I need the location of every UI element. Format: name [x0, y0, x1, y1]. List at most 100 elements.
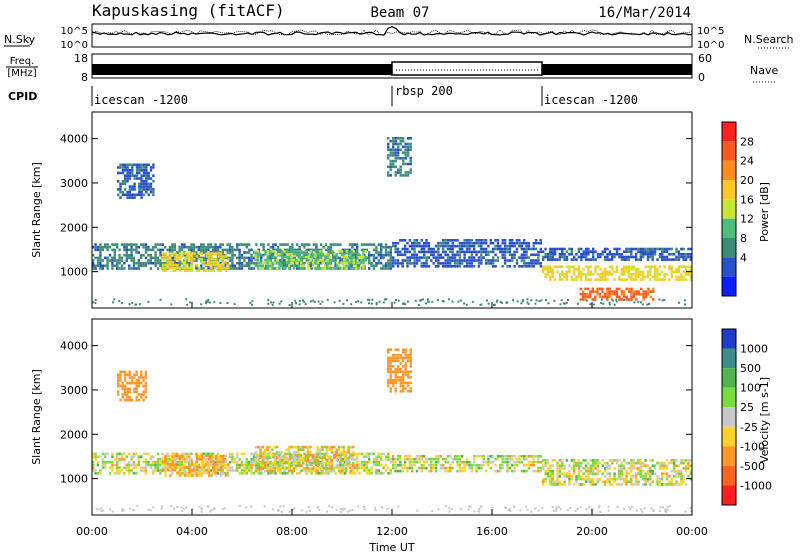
velocity-cell	[475, 455, 478, 458]
power-cell	[584, 258, 588, 261]
power-region-5	[392, 239, 542, 268]
power-cell	[465, 239, 469, 242]
power-cell	[444, 250, 447, 254]
power-cell	[186, 266, 189, 270]
power-cell	[594, 265, 597, 268]
velocity-cell	[309, 451, 312, 454]
power-cell	[353, 248, 356, 252]
power-cell	[556, 258, 559, 261]
velocity-cell	[318, 448, 322, 452]
power-cell	[171, 245, 174, 249]
velocity-cell	[295, 453, 298, 457]
velocity-cell	[682, 467, 685, 470]
velocity-cell	[542, 467, 545, 470]
power-cell	[623, 278, 626, 281]
power-cell	[389, 168, 392, 171]
power-cell	[331, 258, 334, 262]
power-cell	[496, 244, 500, 248]
power-cell	[682, 247, 685, 251]
power-cell	[128, 256, 131, 260]
velocity-cell	[344, 472, 347, 475]
power-cell	[627, 267, 631, 271]
velocity-cell	[541, 506, 544, 509]
power-cell	[314, 255, 317, 259]
power-cell	[248, 267, 251, 270]
velocity-cell	[553, 459, 557, 462]
velocity-cell	[195, 452, 198, 456]
velocity-cell	[278, 456, 281, 460]
velocity-cell	[501, 466, 504, 470]
power-cell	[132, 259, 136, 262]
velocity-cell	[463, 460, 466, 464]
power-cell	[468, 256, 471, 259]
velocity-cell	[178, 471, 182, 474]
velocity-cell	[137, 455, 140, 458]
velocity-cell	[470, 469, 473, 473]
velocity-cell	[255, 452, 258, 456]
power-cell	[689, 255, 692, 259]
velocity-cell	[176, 471, 179, 474]
power-cell	[558, 273, 562, 276]
power-cell	[387, 171, 390, 174]
velocity-cell	[394, 367, 397, 371]
velocity-cell	[374, 506, 376, 509]
velocity-cell	[689, 459, 692, 462]
power-cell	[186, 303, 189, 306]
power-bar-swatch	[722, 199, 736, 219]
velocity-cell	[299, 445, 303, 449]
velocity-cell	[245, 463, 248, 467]
power-cell	[248, 251, 251, 254]
velocity-cell	[204, 460, 208, 464]
velocity-cell	[575, 477, 578, 481]
velocity-cell	[444, 469, 447, 473]
power-cell	[149, 177, 153, 180]
power-cell	[501, 247, 504, 251]
power-cell	[423, 256, 426, 259]
power-cell	[314, 261, 317, 265]
velocity-cell	[639, 475, 642, 478]
power-cell	[404, 151, 407, 154]
power-cell	[231, 253, 234, 257]
velocity-cell	[214, 460, 217, 464]
power-cell	[542, 267, 545, 271]
velocity-cell	[397, 365, 400, 368]
power-cell	[634, 253, 638, 256]
power-cell	[116, 267, 119, 270]
power-cell	[581, 292, 585, 296]
power-cell	[389, 253, 392, 257]
velocity-cell	[397, 353, 400, 357]
power-cell	[317, 256, 320, 260]
power-cell	[145, 190, 148, 194]
power-cell	[303, 300, 306, 303]
velocity-cell	[584, 464, 588, 467]
velocity-cell	[549, 469, 552, 473]
power-cell	[250, 267, 253, 270]
velocity-cell	[102, 509, 105, 512]
velocity-cell	[119, 384, 122, 388]
velocity-cell	[620, 475, 623, 478]
power-cell	[587, 267, 590, 271]
power-cell	[407, 171, 410, 174]
power-cell	[188, 245, 191, 249]
velocity-cell	[397, 370, 400, 374]
power-cell	[596, 253, 600, 256]
power-cell	[503, 259, 507, 262]
power-cell	[526, 301, 529, 304]
velocity-cell	[118, 466, 121, 469]
velocity-cell	[159, 463, 162, 467]
velocity-cell	[275, 456, 279, 460]
power-cell	[546, 273, 550, 276]
velocity-cell	[387, 458, 390, 461]
velocity-cell	[680, 469, 683, 473]
velocity-cell	[295, 456, 298, 460]
velocity-cell	[394, 370, 397, 374]
power-cell	[356, 245, 359, 249]
power-cell	[427, 241, 431, 245]
power-cell	[587, 270, 590, 274]
velocity-cell	[425, 466, 428, 470]
power-cell	[579, 298, 582, 301]
power-cell	[618, 278, 621, 281]
power-cell	[442, 239, 445, 242]
power-cell	[392, 137, 395, 140]
power-cell	[603, 258, 607, 261]
